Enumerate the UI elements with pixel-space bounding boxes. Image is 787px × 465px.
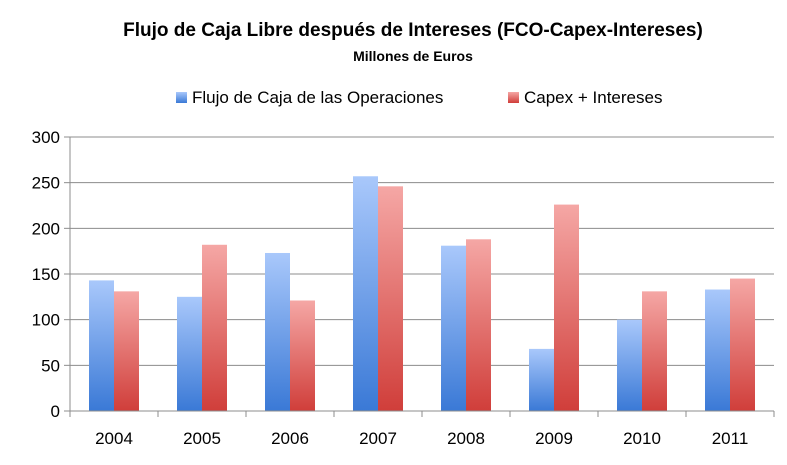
legend-label-flujo: Flujo de Caja de las Operaciones bbox=[192, 88, 443, 107]
x-tick-label: 2007 bbox=[359, 429, 397, 448]
legend: Flujo de Caja de las Operaciones Capex +… bbox=[176, 88, 662, 107]
x-tick-label: 2005 bbox=[183, 429, 221, 448]
bar-flujo-2005 bbox=[177, 296, 202, 411]
bar-capex-2009 bbox=[554, 204, 579, 411]
x-tick-label: 2004 bbox=[95, 429, 133, 448]
bar-capex-2008 bbox=[466, 239, 491, 411]
bar-flujo-2009 bbox=[529, 348, 554, 411]
legend-label-capex: Capex + Intereses bbox=[524, 88, 662, 107]
x-tick-label: 2008 bbox=[447, 429, 485, 448]
y-tick-label: 100 bbox=[32, 311, 60, 330]
bar-flujo-2008 bbox=[441, 245, 466, 411]
x-tick-label: 2009 bbox=[535, 429, 573, 448]
y-tick-label: 200 bbox=[32, 219, 60, 238]
bar-flujo-2004 bbox=[89, 280, 114, 411]
x-tick-label: 2006 bbox=[271, 429, 309, 448]
y-tick-label: 250 bbox=[32, 174, 60, 193]
legend-swatch-flujo bbox=[176, 92, 187, 103]
bar-flujo-2006 bbox=[265, 252, 290, 411]
gridlines bbox=[70, 136, 774, 412]
bar-capex-2004 bbox=[114, 291, 139, 411]
y-tick-label: 300 bbox=[32, 128, 60, 147]
bar-capex-2007 bbox=[378, 186, 403, 411]
y-tick-label: 0 bbox=[51, 402, 60, 421]
y-tick-label: 50 bbox=[41, 356, 60, 375]
legend-swatch-capex bbox=[508, 92, 519, 103]
bar-capex-2005 bbox=[202, 244, 227, 411]
bars bbox=[89, 176, 755, 411]
y-tick-label: 150 bbox=[32, 265, 60, 284]
bar-capex-2006 bbox=[290, 300, 315, 411]
bar-capex-2011 bbox=[730, 278, 755, 411]
bar-capex-2010 bbox=[642, 291, 667, 411]
x-tick-label: 2011 bbox=[712, 429, 749, 448]
y-axis: 0 50 100 150 200 250 300 bbox=[32, 128, 71, 421]
chart-title: Flujo de Caja Libre después de Intereses… bbox=[123, 20, 703, 41]
x-tick-label: 2010 bbox=[623, 429, 661, 448]
bar-flujo-2010 bbox=[617, 319, 642, 411]
bar-flujo-2007 bbox=[353, 176, 378, 411]
chart-subtitle: Millones de Euros bbox=[353, 48, 473, 64]
x-axis: 2004 2005 2006 2007 2008 2009 2010 2011 bbox=[69, 410, 775, 448]
bar-flujo-2011 bbox=[705, 289, 730, 411]
